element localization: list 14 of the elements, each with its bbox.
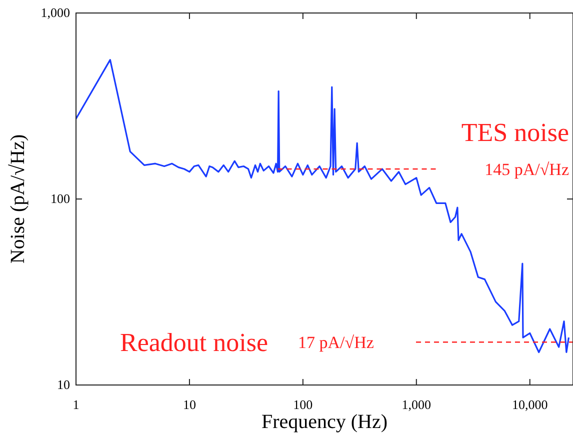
ref-line-label: 145 pA/√Hz xyxy=(484,160,570,179)
ref-line-label: 17 pA/√Hz xyxy=(298,333,374,352)
x-tick-label: 1,000 xyxy=(402,397,432,412)
x-tick-label: 1 xyxy=(72,397,80,412)
annotation: TES noise xyxy=(461,118,569,147)
x-tick-label: 100 xyxy=(293,397,313,412)
x-tick-label: 10 xyxy=(182,397,196,412)
x-tick-label: 10,000 xyxy=(512,397,548,412)
annotation: Readout noise xyxy=(120,328,268,358)
y-axis-title: Noise (pA/√Hz) xyxy=(7,134,29,264)
x-axis-title: Frequency (Hz) xyxy=(261,411,388,433)
y-tick-label: 100 xyxy=(50,191,70,206)
y-tick-label: 1,000 xyxy=(40,5,70,20)
y-tick-label: 10 xyxy=(57,377,70,392)
